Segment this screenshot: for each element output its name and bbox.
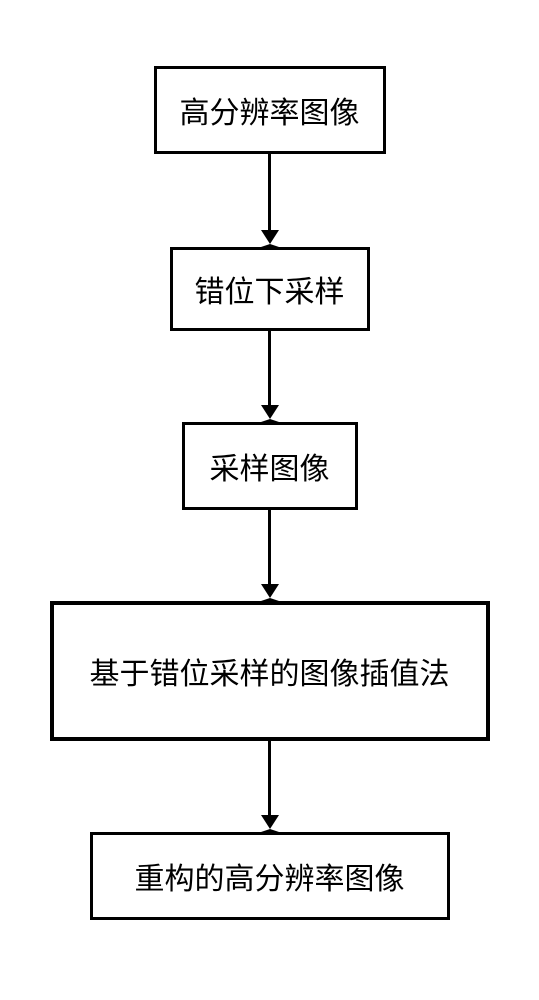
flowchart-node-label: 错位下采样 — [195, 267, 345, 311]
arrow-head-icon — [261, 405, 279, 422]
flowchart-node-label: 采样图像 — [210, 444, 330, 488]
flowchart-arrow — [261, 741, 279, 832]
arrow-shaft — [268, 741, 271, 815]
arrow-head-icon — [261, 230, 279, 247]
flowchart-container: 高分辨率图像错位下采样采样图像基于错位采样的图像插值法重构的高分辨率图像 — [50, 66, 490, 920]
arrow-shaft — [268, 510, 271, 584]
flowchart-node-node3: 采样图像 — [182, 422, 358, 510]
flowchart-arrow — [261, 154, 279, 247]
flowchart-node-node1: 高分辨率图像 — [154, 66, 386, 154]
flowchart-node-label: 重构的高分辨率图像 — [135, 854, 405, 898]
flowchart-node-node5: 重构的高分辨率图像 — [90, 832, 450, 920]
flowchart-node-node2: 错位下采样 — [170, 247, 370, 331]
arrow-head-icon — [261, 815, 279, 832]
arrow-shaft — [268, 154, 271, 230]
arrow-shaft — [268, 331, 271, 405]
flowchart-node-label: 基于错位采样的图像插值法 — [90, 649, 450, 693]
flowchart-node-label: 高分辨率图像 — [180, 88, 360, 132]
flowchart-node-node4: 基于错位采样的图像插值法 — [50, 601, 490, 741]
flowchart-arrow — [261, 331, 279, 422]
arrow-head-icon — [261, 584, 279, 601]
flowchart-arrow — [261, 510, 279, 601]
